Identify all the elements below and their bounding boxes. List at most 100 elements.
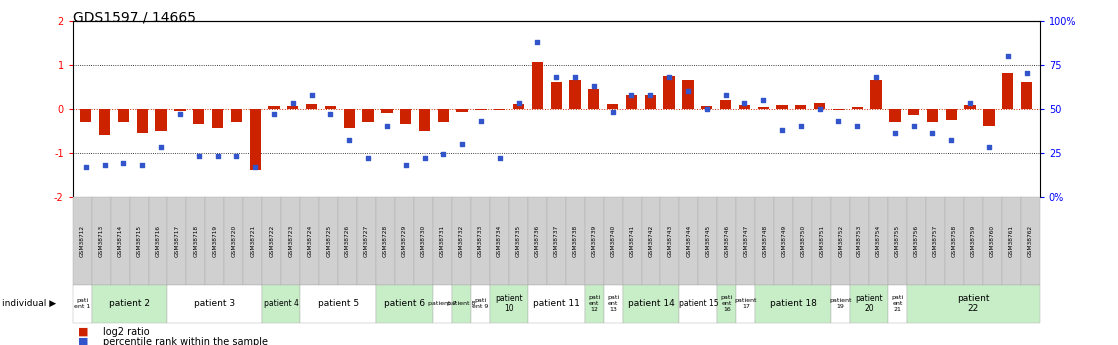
Bar [174,109,186,111]
Text: pati
ent
21: pati ent 21 [891,295,903,312]
Bar [758,107,769,109]
Point [1017,71,1035,76]
Text: GSM38716: GSM38716 [155,225,161,257]
Point [773,127,790,132]
Text: GSM38747: GSM38747 [743,225,748,257]
Point [190,154,208,159]
Bar [908,109,919,115]
Text: GSM38752: GSM38752 [838,225,843,257]
Point [830,118,847,124]
Text: pati
ent
16: pati ent 16 [721,295,733,312]
Bar [419,109,430,131]
Bar [362,109,373,122]
Text: GSM38713: GSM38713 [98,225,104,257]
Text: GSM38759: GSM38759 [970,225,976,257]
Point [491,155,509,161]
Text: percentile rank within the sample: percentile rank within the sample [103,337,268,345]
Text: GSM38735: GSM38735 [515,225,521,257]
Text: GSM38743: GSM38743 [667,225,673,257]
Point [472,118,490,124]
Bar [645,96,656,109]
Point [435,152,453,157]
Bar [80,109,92,122]
Point [510,101,528,106]
Point [849,124,866,129]
Bar [984,109,995,126]
Bar [550,82,562,109]
Point [623,92,641,97]
Bar [325,107,337,109]
Point [980,145,998,150]
Text: GSM38742: GSM38742 [648,225,654,257]
Point [133,162,151,168]
Bar [475,109,486,110]
Bar [871,80,882,109]
Point [227,154,245,159]
Point [77,164,95,169]
Point [171,111,189,117]
Text: patient 18: patient 18 [770,299,816,308]
Point [453,141,471,147]
Point [755,97,773,103]
Point [246,164,264,169]
Text: GSM38740: GSM38740 [610,225,616,257]
Point [359,155,377,161]
Text: pati
ent 1: pati ent 1 [74,298,91,309]
Text: GSM38739: GSM38739 [591,225,597,257]
Point [942,138,960,143]
Bar [532,62,543,109]
Text: GSM38722: GSM38722 [269,225,274,257]
Text: patient 14: patient 14 [627,299,674,308]
Point [114,160,132,166]
Point [585,83,603,89]
Point [566,74,584,80]
Text: GSM38737: GSM38737 [553,225,559,257]
Text: GSM38731: GSM38731 [439,225,445,257]
Text: GSM38714: GSM38714 [117,225,123,257]
Text: GSM38730: GSM38730 [421,225,426,257]
Bar [456,109,467,112]
Point [209,154,227,159]
Bar [1021,82,1032,109]
Point [868,74,885,80]
Text: ■: ■ [78,327,88,337]
Point [811,106,828,111]
Point [322,111,340,117]
Bar [117,109,129,122]
Bar [739,105,750,109]
Text: GSM38736: GSM38736 [534,225,540,257]
Point [416,155,434,161]
Text: GSM38719: GSM38719 [212,225,217,257]
Text: GSM38720: GSM38720 [231,225,236,257]
Text: pati
ent 9: pati ent 9 [472,298,489,309]
Text: patient
20: patient 20 [855,294,883,313]
Text: patient 3: patient 3 [195,299,236,308]
Bar [701,107,712,109]
Bar [400,109,411,124]
Text: patient
22: patient 22 [957,294,989,313]
Text: GSM38738: GSM38738 [572,225,578,257]
Point [303,92,321,97]
Point [698,106,716,111]
Text: pati
ent
12: pati ent 12 [588,295,600,312]
Text: GSM38756: GSM38756 [915,225,919,257]
Text: GSM38741: GSM38741 [629,225,635,257]
Text: log2 ratio: log2 ratio [103,327,150,337]
Bar [287,107,299,109]
Point [885,130,903,136]
Text: patient
17: patient 17 [735,298,757,309]
Text: patient 4: patient 4 [264,299,299,308]
Bar [212,109,224,128]
Bar [833,109,844,110]
Bar [513,104,524,109]
Point [998,53,1016,59]
Text: GSM38750: GSM38750 [800,225,805,257]
Bar [607,104,618,109]
Point [792,124,809,129]
Bar [437,109,449,122]
Text: patient 11: patient 11 [533,299,579,308]
Text: GSM38728: GSM38728 [383,225,388,257]
Point [736,101,754,106]
Text: ■: ■ [78,337,88,345]
Point [265,111,283,117]
